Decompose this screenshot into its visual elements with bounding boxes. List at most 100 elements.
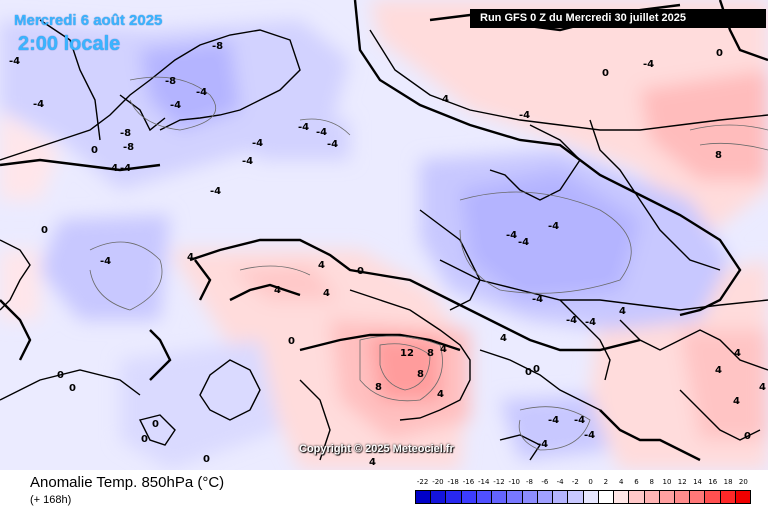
legend-swatch	[461, 491, 477, 503]
contour-label: 0	[288, 336, 295, 347]
contour-label: 4	[437, 389, 444, 400]
isotherm-contours	[89, 76, 768, 451]
contour-label: -4	[327, 139, 338, 150]
valid-time-title: 2:00 locale	[18, 33, 121, 55]
legend-label: -20	[432, 478, 444, 486]
contour-label: -4	[537, 439, 548, 450]
contour-label: 0	[152, 419, 159, 430]
legend-swatch	[705, 491, 721, 503]
contour-label: 4	[734, 348, 741, 359]
legend-swatch	[644, 491, 660, 503]
legend-swatch	[431, 491, 447, 503]
contour-label: 0	[141, 434, 148, 445]
contour-label: 0	[357, 266, 364, 277]
contour-label: 4	[715, 365, 722, 376]
legend-swatch	[690, 491, 706, 503]
legend-swatch	[735, 491, 751, 503]
legend-label: -22	[416, 478, 429, 486]
legend-swatch	[629, 491, 645, 503]
legend-swatch	[446, 491, 462, 503]
legend-label: 20	[738, 478, 748, 486]
legend-label: -14	[478, 478, 490, 486]
legend-swatch	[659, 491, 675, 503]
copyright-notice: Copyright © 2025 Meteociel.fr	[299, 443, 454, 455]
contour-label: 4	[323, 288, 330, 299]
contour-label: -4	[506, 230, 517, 241]
coastlines	[0, 19, 768, 461]
contour-label: -4	[548, 415, 559, 426]
contour-label: -4	[252, 138, 263, 149]
contour-label: 0	[716, 48, 723, 59]
legend-swatch	[568, 491, 584, 503]
legend-swatch	[553, 491, 569, 503]
contour-label: -4	[196, 87, 207, 98]
legend-swatch	[674, 491, 691, 503]
legend-label: 4	[618, 478, 624, 486]
legend-label: 0	[588, 478, 593, 486]
legend-labels: -22 -20 -18 -16 -14 -12 -10 -8 -6 -4 -2 0 2 4 6 8 10 12 14…	[415, 478, 751, 488]
contour-label: -4	[33, 99, 44, 110]
contour-label: 4	[500, 333, 507, 344]
legend-label: 8	[649, 478, 654, 486]
legend-label: -2	[571, 478, 579, 486]
legend-label: -6	[541, 478, 549, 486]
legend-label: 16	[708, 478, 718, 486]
contour-label: -8	[165, 76, 176, 87]
legend-label: 14	[693, 478, 702, 486]
contour-label: 4	[759, 382, 766, 393]
legend-label: -10	[508, 478, 520, 486]
legend-label: 6	[634, 478, 639, 486]
contour-label: 4	[619, 306, 626, 317]
parameter-title: Anomalie Temp. 850hPa (°C)	[30, 474, 225, 491]
contour-label: -4	[120, 163, 131, 174]
legend-label: 18	[723, 478, 733, 486]
contour-label: -4	[548, 221, 559, 232]
contour-label: 0	[203, 454, 210, 465]
legend-label: -8	[526, 478, 534, 486]
contour-label: 0	[57, 370, 64, 381]
contour-label: -4	[316, 127, 327, 138]
contour-label: -4	[298, 122, 309, 133]
contour-label: 8	[427, 348, 434, 359]
contour-label: -8	[123, 142, 134, 153]
contour-label: -4	[107, 163, 118, 174]
contour-label: -4	[574, 415, 585, 426]
contour-label: 0	[525, 367, 532, 378]
legend-swatch	[720, 491, 736, 503]
contour-label: -4	[518, 237, 529, 248]
legend-label: 2	[603, 478, 609, 486]
contour-label: 4	[274, 285, 281, 296]
valid-date-title: Mercredi 6 août 2025	[14, 12, 163, 29]
contour-label: -4	[210, 186, 221, 197]
contour-label: -4	[584, 430, 595, 441]
contour-label: 4	[440, 344, 447, 355]
contour-label: 4	[369, 457, 376, 468]
contour-label: -4	[566, 315, 577, 326]
legend-swatch	[583, 491, 599, 503]
contour-label: -4	[9, 56, 20, 67]
contour-label: -4	[100, 256, 111, 267]
legend-label: 10	[662, 478, 672, 486]
contour-label: -4	[519, 110, 530, 121]
contour-label: 8	[715, 150, 722, 161]
contour-label: 0	[69, 383, 76, 394]
legend-label: -18	[447, 478, 459, 486]
contour-label: 4	[733, 396, 740, 407]
contour-label: -4	[532, 294, 543, 305]
legend-swatch	[507, 491, 523, 503]
legend-swatch	[476, 491, 493, 503]
contour-label: -4	[170, 100, 181, 111]
contour-labels: -8 -8 -4 -4 -8 -8 -4 -4 -4 -4 0 0 -4 -4 …	[9, 41, 766, 468]
contour-label: 12	[400, 348, 414, 359]
legend-label: -4	[556, 478, 564, 486]
contour-label: 0	[533, 364, 540, 375]
contour-label: 0	[744, 431, 751, 442]
legend-label: -12	[493, 478, 505, 486]
contour-label: 0	[91, 145, 98, 156]
legend-label: 12	[677, 478, 687, 486]
run-banner: Run GFS 0 Z du Mercredi 30 juillet 2025	[470, 9, 766, 28]
contour-label: 0	[602, 68, 609, 79]
color-legend: -22 -20 -18 -16 -14 -12 -10 -8 -6 -4 -2 0 2 4 6 8 10 12 14…	[415, 478, 751, 504]
